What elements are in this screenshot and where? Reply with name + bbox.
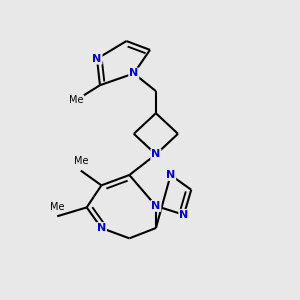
Text: N: N [179,210,188,220]
Text: N: N [151,201,160,211]
Text: Me: Me [74,156,88,166]
Text: N: N [97,223,106,233]
Text: N: N [166,170,175,180]
Text: N: N [151,149,160,159]
Text: N: N [92,54,102,64]
Text: N: N [129,68,138,78]
Text: Me: Me [69,95,84,105]
Text: Me: Me [50,202,64,212]
